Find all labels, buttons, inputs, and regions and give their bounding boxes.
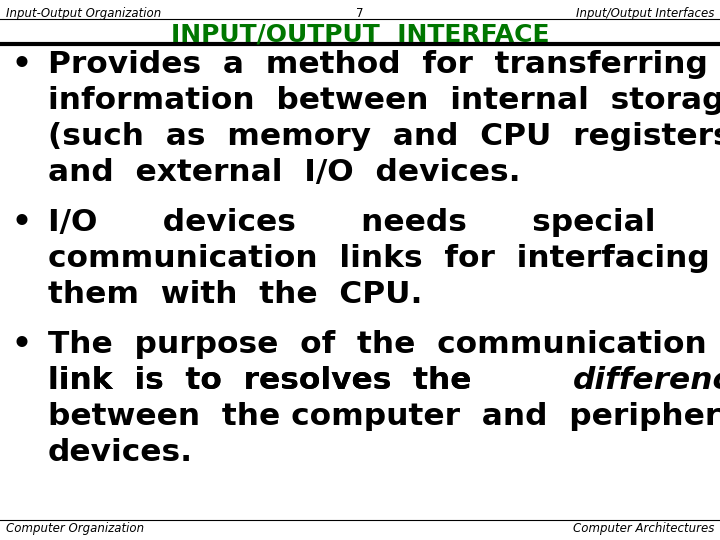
Text: Input/Output Interfaces: Input/Output Interfaces: [575, 7, 714, 20]
Text: differences: differences: [572, 366, 720, 395]
Text: Provides  a  method  for  transferring: Provides a method for transferring: [48, 50, 708, 79]
Text: communication  links  for  interfacing: communication links for interfacing: [48, 244, 710, 273]
Text: The  purpose  of  the  communication: The purpose of the communication: [48, 330, 707, 359]
Text: Input-Output Organization: Input-Output Organization: [6, 7, 161, 20]
Text: information  between  internal  storage: information between internal storage: [48, 86, 720, 115]
Text: •: •: [12, 50, 32, 79]
Text: between  the computer  and  peripheral: between the computer and peripheral: [48, 402, 720, 431]
Text: link  is  to  resolves  the: link is to resolves the: [48, 366, 493, 395]
Text: Computer Architectures: Computer Architectures: [572, 522, 714, 535]
Text: 7: 7: [356, 7, 364, 20]
Text: devices.: devices.: [48, 438, 193, 467]
Text: •: •: [12, 208, 32, 237]
Text: and  external  I/O  devices.: and external I/O devices.: [48, 158, 521, 187]
Text: I/O      devices      needs      special: I/O devices needs special: [48, 208, 655, 237]
Text: •: •: [12, 330, 32, 359]
Text: INPUT/OUTPUT  INTERFACE: INPUT/OUTPUT INTERFACE: [171, 22, 549, 46]
Text: (such  as  memory  and  CPU  registers): (such as memory and CPU registers): [48, 122, 720, 151]
Text: link  is  to  resolves  the: link is to resolves the: [48, 366, 493, 395]
Text: them  with  the  CPU.: them with the CPU.: [48, 280, 423, 309]
Text: Computer Organization: Computer Organization: [6, 522, 144, 535]
